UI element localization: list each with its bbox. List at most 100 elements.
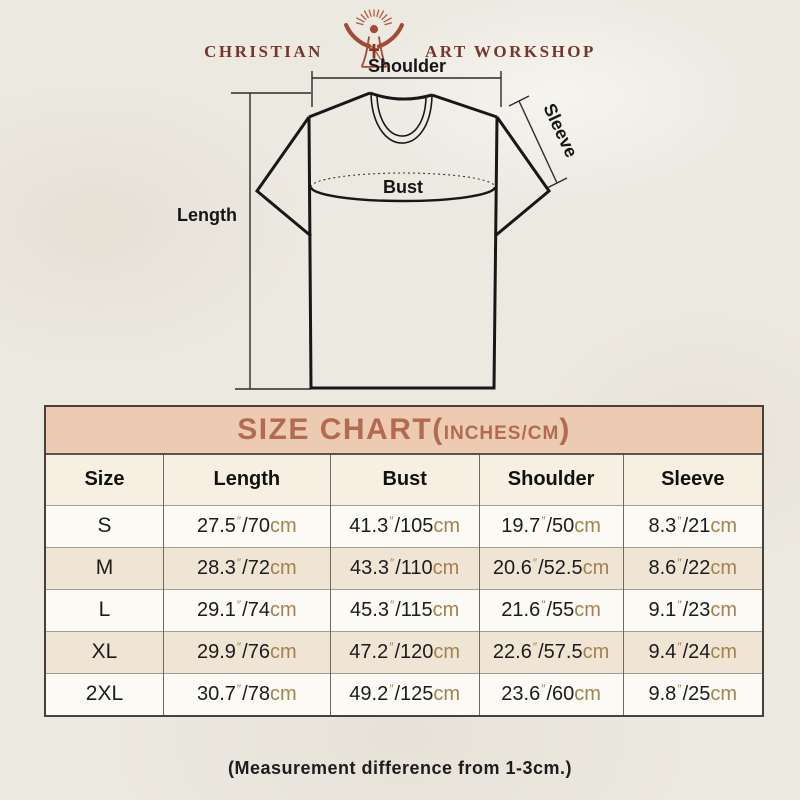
cm-value: 125	[400, 682, 434, 705]
measurement-lines	[231, 71, 568, 390]
inch-mark: ″	[236, 555, 242, 570]
sleeve-cell: 8.6″/22cm	[623, 547, 762, 589]
cross-icon	[369, 43, 379, 59]
inch-mark: ″	[541, 681, 546, 696]
inch-mark: ″	[677, 681, 682, 696]
cm-value: 74	[247, 598, 270, 621]
figure-robe	[360, 36, 388, 68]
measurement-note: (Measurement difference from 1-3cm.)	[227, 758, 573, 778]
inch-mark: ″	[677, 597, 682, 612]
inches-value: 30.7	[196, 682, 236, 705]
inches-value: 9.1	[648, 598, 677, 621]
size-cell: M	[46, 547, 164, 589]
sleeve-cell: 9.8″/25cm	[623, 673, 762, 715]
cm-suffix: cm	[433, 682, 461, 705]
inch-mark: ″	[389, 681, 394, 696]
cm-value: 21	[688, 514, 711, 537]
cm-suffix: cm	[432, 598, 460, 621]
cm-suffix: cm	[582, 556, 610, 579]
inches-value: 45.3	[350, 598, 389, 621]
sleeve-cell: 8.3″/21cm	[623, 505, 762, 547]
sleeve-label: Sleeve	[539, 100, 581, 160]
shoulder-label: Shoulder	[368, 56, 446, 76]
inch-mark: ″	[236, 681, 242, 696]
cm-value: 24	[688, 640, 711, 663]
cm-suffix: cm	[710, 598, 738, 621]
jesus-figure-icon	[344, 9, 404, 68]
table-row-l: L 29.1″/74cm 45.3″/115cm 21.6″/55cm 9.1″…	[46, 589, 762, 631]
title-unit: INCHES/CM	[443, 423, 560, 444]
bust-cell: 45.3″/115cm	[330, 589, 480, 631]
bust-ellipse-bottom	[309, 186, 497, 203]
title-close: )	[559, 413, 571, 446]
separator: /	[682, 682, 689, 705]
right-sleeve	[494, 116, 552, 238]
cm-suffix: cm	[574, 598, 601, 621]
inches-value: 49.2	[349, 682, 389, 705]
cm-value: 105	[400, 514, 434, 537]
cm-suffix: cm	[433, 514, 461, 537]
separator: /	[682, 598, 689, 621]
size-chart: SIZE CHART(INCHES/CM) Size Length Bust S…	[44, 405, 764, 717]
inch-mark: ″	[236, 639, 242, 654]
inch-mark: ″	[541, 597, 546, 612]
length-cell: 30.7″/78cm	[163, 673, 331, 715]
shoulder-cell: 21.6″/55cm	[479, 589, 624, 631]
shoulder-cell: 20.6″/52.5cm	[479, 547, 624, 589]
bust-label: Bust	[383, 177, 423, 197]
inches-value: 27.5	[196, 514, 236, 537]
title-main: SIZE CHART(	[237, 413, 444, 446]
cm-suffix: cm	[269, 514, 297, 537]
collar	[370, 93, 433, 144]
inches-value: 28.3	[196, 556, 236, 579]
halo-rays-icon	[355, 9, 393, 26]
cm-value: 25	[688, 682, 711, 705]
inch-mark: ″	[389, 597, 395, 612]
inch-mark: ″	[389, 639, 394, 654]
inches-value: 8.6	[648, 556, 677, 579]
separator: /	[242, 514, 248, 537]
table-row-xl: XL 29.9″/76cm 47.2″/120cm 22.6″/57.5cm 9…	[46, 631, 762, 673]
inches-value: 8.3	[648, 514, 677, 537]
tshirt-body	[307, 116, 499, 390]
table-row-2xl: 2XL 30.7″/78cm 49.2″/125cm 23.6″/60cm 9.…	[46, 673, 762, 715]
separator: /	[394, 682, 401, 705]
sleeve-cell: 9.4″/24cm	[623, 631, 762, 673]
inches-value: 47.2	[349, 640, 389, 663]
length-label: Length	[177, 205, 237, 225]
inches-value: 29.1	[196, 598, 236, 621]
size-cell: XL	[46, 631, 164, 673]
back-neckline	[369, 91, 433, 101]
shoulder-cell: 23.6″/60cm	[479, 673, 624, 715]
cm-suffix: cm	[710, 556, 738, 579]
cm-value: 52.5	[543, 556, 583, 579]
inch-mark: ″	[389, 555, 395, 570]
cm-value: 76	[247, 640, 270, 663]
separator: /	[682, 640, 689, 663]
col-header-shoulder: Shoulder	[479, 455, 624, 505]
cm-value: 110	[400, 556, 433, 579]
bust-cell: 43.3″/110cm	[330, 547, 480, 589]
cm-suffix: cm	[433, 640, 461, 663]
separator: /	[546, 682, 553, 705]
size-cell: 2XL	[46, 673, 164, 715]
inches-value: 22.6	[492, 640, 532, 663]
inch-mark: ″	[236, 513, 242, 528]
cm-suffix: cm	[710, 682, 738, 705]
separator: /	[242, 682, 248, 705]
cm-value: 115	[400, 598, 433, 621]
size-cell: S	[46, 505, 164, 547]
cm-value: 120	[400, 640, 434, 663]
separator: /	[538, 640, 544, 663]
separator: /	[546, 598, 553, 621]
length-cell: 29.1″/74cm	[163, 589, 331, 631]
col-header-size: Size	[46, 455, 164, 505]
inches-value: 21.6	[501, 598, 541, 621]
separator: /	[394, 514, 401, 537]
inch-mark: ″	[541, 513, 546, 528]
size-chart-title: SIZE CHART(INCHES/CM)	[46, 407, 762, 455]
inches-value: 29.9	[196, 640, 236, 663]
separator: /	[538, 556, 544, 579]
length-cell: 27.5″/70cm	[163, 505, 331, 547]
cm-suffix: cm	[710, 640, 738, 663]
